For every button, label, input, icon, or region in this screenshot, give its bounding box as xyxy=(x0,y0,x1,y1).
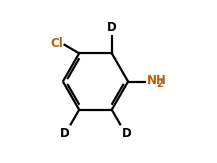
Text: D: D xyxy=(60,126,69,140)
Text: D: D xyxy=(122,126,131,140)
Text: NH: NH xyxy=(147,74,166,87)
Text: Cl: Cl xyxy=(50,37,63,51)
Text: D: D xyxy=(107,21,117,34)
Text: 2: 2 xyxy=(157,79,163,89)
